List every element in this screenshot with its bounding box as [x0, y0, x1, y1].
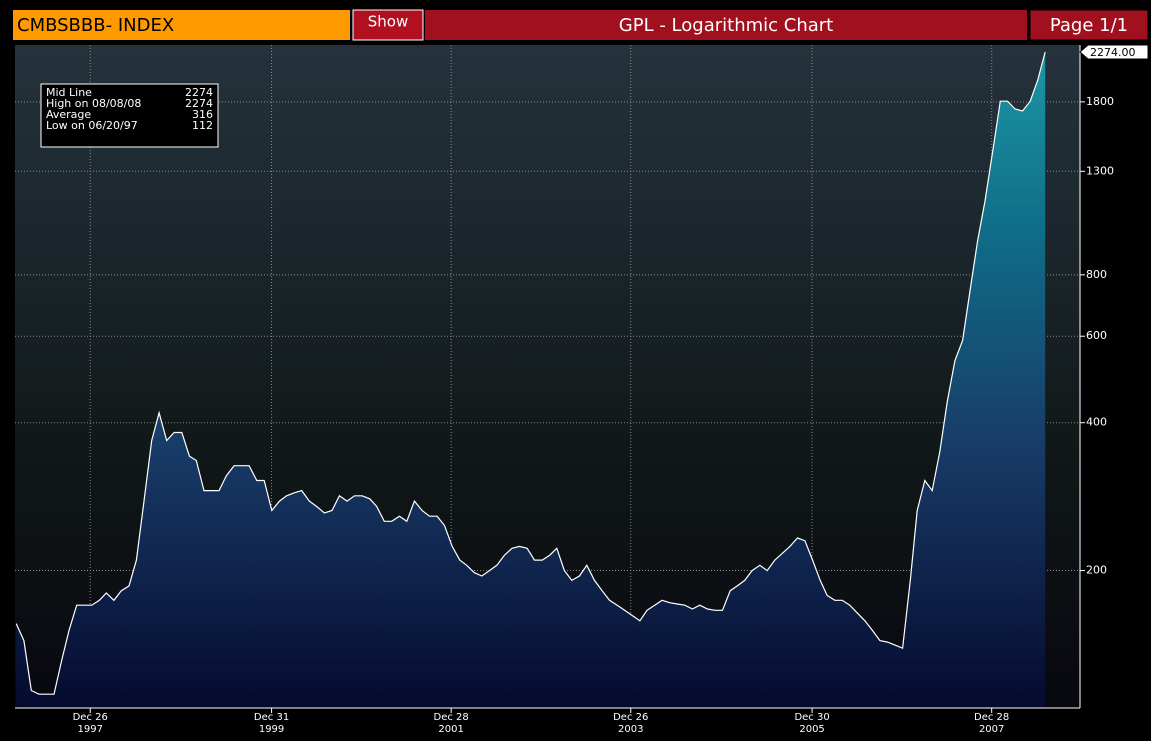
stats-label: Low on 06/20/97 [46, 119, 138, 132]
x-tick-label: Dec 31 1999 [253, 712, 290, 735]
stats-value: 112 [192, 119, 213, 132]
last-value-flag [1079, 44, 1149, 60]
x-tick-label: Dec 28 2007 [974, 712, 1010, 735]
ticker: CMBSBBB- INDEX [17, 15, 174, 36]
y-tick-label: 200 [1086, 564, 1107, 577]
stats-label: Average [46, 108, 91, 121]
y-tick-label: 1300 [1086, 164, 1114, 177]
stats-label: Mid Line [46, 86, 92, 99]
stats-value: 2274 [185, 97, 213, 110]
y-tick-label: 600 [1086, 329, 1107, 342]
y-tick-label: 800 [1086, 268, 1107, 281]
line [15, 51, 1046, 695]
x-tick-label: Dec 26 2003 [613, 712, 649, 735]
area [16, 52, 1046, 708]
page-box [1029, 9, 1149, 41]
stats-box [40, 83, 219, 148]
title-bar [425, 10, 1027, 40]
show-label[interactable]: Show [368, 13, 408, 31]
x-tick-label: Dec 30 2005 [794, 712, 830, 735]
y-tick-label: 400 [1086, 416, 1107, 429]
x-tick-label: Dec 26 1997 [72, 712, 108, 735]
stats-value: 316 [192, 108, 213, 121]
show-button[interactable] [352, 9, 424, 41]
stats-value: 2274 [185, 86, 213, 99]
stats-label: High on 08/08/08 [46, 97, 141, 110]
x-tick-label: Dec 28 2001 [433, 712, 469, 735]
page-label: Page 1/1 [1050, 15, 1128, 36]
last-value-label: 2274.00 [1090, 46, 1136, 59]
y-tick-label: 1800 [1086, 95, 1114, 108]
ticker-box [13, 10, 350, 40]
title: GPL - Logarithmic Chart [619, 15, 833, 36]
